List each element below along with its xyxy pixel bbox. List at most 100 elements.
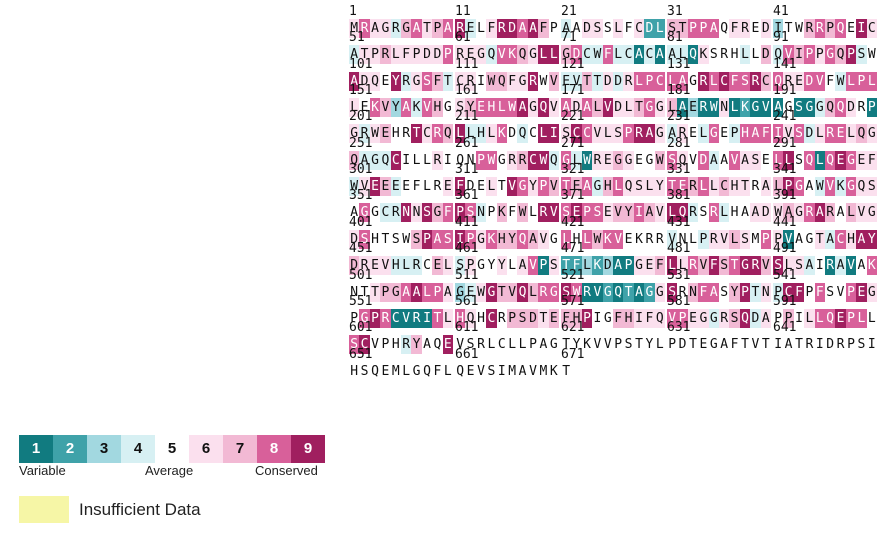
residue: Q <box>835 19 846 38</box>
residue: P <box>845 45 857 65</box>
residue-position-label: 311 <box>455 162 479 178</box>
residue: A <box>633 282 645 302</box>
sequence-block: 31 S T P P A Q F R E D <box>667 3 771 47</box>
insufficient-data-swatch <box>19 496 69 523</box>
sequence-block: 201 G R W E H R T C R Q <box>349 108 453 152</box>
residue: Q <box>677 203 688 223</box>
residue: W <box>349 177 360 197</box>
residue: Q <box>825 150 836 170</box>
sequence-block: 211 L L H L K D Q C L I <box>455 108 559 152</box>
residue-position-label: 161 <box>455 83 479 99</box>
residue: M <box>508 363 517 379</box>
legend-grade-8: 8 <box>257 435 291 463</box>
residue: S <box>624 337 633 353</box>
residue: L <box>486 124 497 144</box>
residue: E <box>602 150 613 170</box>
residue: L <box>421 150 433 170</box>
residue: L <box>613 177 624 197</box>
residue: S <box>517 308 528 328</box>
residue: L <box>465 124 476 144</box>
residue: S <box>592 19 603 38</box>
sequence-block: 641 I A T R I D R P S I <box>773 319 877 363</box>
residue: Y <box>465 98 476 118</box>
residue: T <box>496 177 507 197</box>
residue: W <box>486 71 497 91</box>
residue: R <box>750 177 761 197</box>
residue: L <box>401 256 412 276</box>
residue: M <box>750 229 761 249</box>
residue: Q <box>455 150 466 170</box>
sequence-block: 181 L A E R W N L K G V <box>667 82 771 126</box>
residue: R <box>359 256 370 276</box>
residue: V <box>548 177 559 197</box>
residue: A <box>739 150 751 170</box>
residue-position-label: 481 <box>667 241 691 257</box>
residue: R <box>527 71 539 91</box>
residue: K <box>866 256 877 276</box>
residue: R <box>719 45 730 65</box>
residue: S <box>708 45 719 65</box>
legend-grade-7: 7 <box>223 435 257 463</box>
residue: P <box>380 335 391 355</box>
residue: Q <box>654 308 665 328</box>
residue: I <box>497 363 506 379</box>
residue: Q <box>677 150 688 170</box>
residue: E <box>623 229 634 249</box>
residue: V <box>548 98 559 118</box>
residue: A <box>527 19 539 38</box>
sequence-block: 501 N T T P G A A L P A <box>349 267 453 311</box>
residue: S <box>773 256 784 276</box>
residue: F <box>486 19 497 38</box>
residue: G <box>845 150 857 170</box>
residue: I <box>455 229 466 249</box>
residue: W <box>517 203 528 223</box>
residue: R <box>517 150 528 170</box>
residue: P <box>845 282 857 302</box>
residue: F <box>442 203 453 223</box>
residue: E <box>856 150 867 170</box>
residue: Q <box>349 150 360 170</box>
residue: R <box>401 71 412 91</box>
residue: V <box>529 363 537 379</box>
residue-position-label: 601 <box>349 320 373 336</box>
residue: I <box>867 337 876 353</box>
residue-position-label: 671 <box>561 346 585 362</box>
sequence-block: 401 D S H T S W S P A S <box>349 214 453 258</box>
residue: C <box>390 150 401 170</box>
sequence-block: 561 H Q H C R P S D T E <box>455 293 559 337</box>
residue: E <box>369 256 381 276</box>
residue: L <box>442 308 453 328</box>
residue: G <box>825 45 836 65</box>
residue: V <box>729 150 740 170</box>
residue: C <box>421 124 433 144</box>
legend-label-conserved: Conserved <box>255 463 318 478</box>
residue-position-label: 81 <box>667 30 683 46</box>
residue: G <box>623 150 634 170</box>
sequence-block: 481 L L R V F S T G R V <box>667 240 771 284</box>
residue: A <box>421 335 433 355</box>
residue: L <box>667 256 678 276</box>
residue: E <box>465 19 476 38</box>
residue: F <box>507 71 518 91</box>
residue: G <box>783 98 794 118</box>
residue: E <box>466 363 475 379</box>
legend-grade-3: 3 <box>87 435 121 463</box>
residue: S <box>667 282 678 302</box>
sequence-block: 141 Q R E D V F W L P L <box>773 56 877 100</box>
residue: T <box>561 177 572 197</box>
sequence-block: 121 E V T T D D R L P C <box>561 56 665 100</box>
sequence-block: 451 D R E V H L R C E L <box>349 240 453 284</box>
residue: A <box>432 229 443 249</box>
residue: P <box>644 71 655 91</box>
residue: E <box>380 71 391 91</box>
sequence-block: 661 Q E V S I M A V M K <box>455 346 559 390</box>
residue-position-label: 251 <box>349 135 373 151</box>
residue: G <box>708 308 719 328</box>
sequence-block: 111 C R I W Q F G R W V <box>455 56 559 100</box>
residue: A <box>401 282 412 302</box>
residue: Q <box>517 229 528 249</box>
residue: D <box>581 19 593 38</box>
residue: P <box>614 337 623 353</box>
residue: T <box>561 256 572 276</box>
legend-grade-2: 2 <box>53 435 87 463</box>
